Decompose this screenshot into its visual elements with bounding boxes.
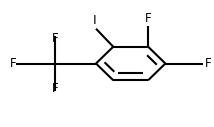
- Text: F: F: [52, 32, 58, 45]
- Text: I: I: [93, 14, 97, 27]
- Text: F: F: [52, 82, 58, 95]
- Text: F: F: [145, 12, 152, 25]
- Text: F: F: [204, 57, 211, 70]
- Text: F: F: [9, 57, 16, 70]
